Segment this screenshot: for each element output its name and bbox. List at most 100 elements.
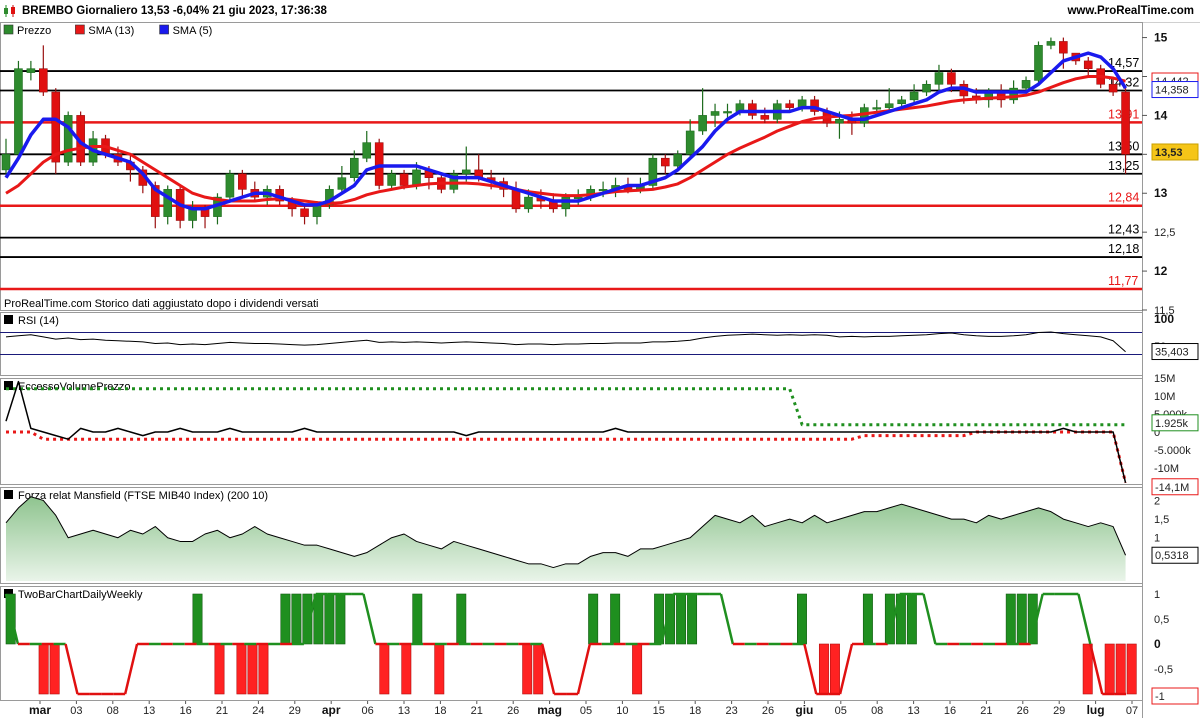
mansfield-legend: Forza relat Mansfield (FTSE MIB40 Index)… bbox=[18, 490, 268, 502]
candle-body bbox=[399, 173, 409, 186]
twobar-trend-segment bbox=[1089, 643, 1104, 695]
legend-label-1: SMA (13) bbox=[88, 25, 134, 37]
candle-body bbox=[1034, 45, 1043, 81]
twobar-bar bbox=[687, 593, 698, 645]
candle-body bbox=[561, 196, 571, 210]
twobar-trend-segment bbox=[803, 643, 818, 695]
price-tick-label: 14 bbox=[1154, 108, 1168, 122]
x-tick-label-18: 18 bbox=[434, 705, 446, 717]
rsi-legend-swatch bbox=[4, 315, 13, 324]
twobar-bar bbox=[610, 593, 621, 645]
twobar-trend-segment bbox=[922, 593, 937, 645]
mansfield-value: 0,5318 bbox=[1155, 550, 1189, 562]
twobar-bar bbox=[412, 593, 423, 645]
legend-label-0: Prezzo bbox=[17, 25, 51, 37]
twobar-trend-segment bbox=[4, 593, 20, 645]
x-tick-label-24: 24 bbox=[252, 705, 264, 717]
x-tick-label-16: 16 bbox=[179, 705, 191, 717]
twobar-value-box bbox=[1151, 687, 1199, 705]
candle-body bbox=[312, 204, 322, 217]
x-tick-label-13: 13 bbox=[143, 705, 155, 717]
candle-body bbox=[374, 142, 384, 186]
candle-body bbox=[947, 72, 956, 85]
level-label: 12,84 bbox=[1108, 191, 1139, 205]
candle-body bbox=[1046, 41, 1056, 46]
twobar-trend-segment bbox=[719, 593, 735, 645]
last-price: 13,53 bbox=[1155, 147, 1183, 159]
candle-body bbox=[63, 115, 73, 163]
volume-value-red: -14,1M bbox=[1155, 482, 1189, 494]
x-tick-label-21: 21 bbox=[980, 705, 992, 717]
twobar-trend-segment bbox=[660, 593, 675, 645]
x-tick-label-giu: giu bbox=[795, 703, 813, 717]
twobar-legend: TwoBarChartDailyWeekly bbox=[18, 589, 143, 601]
twobar-bar bbox=[1082, 643, 1093, 695]
candle-body bbox=[350, 157, 359, 178]
twobar-bar bbox=[1126, 643, 1137, 695]
price-tick-label: 15 bbox=[1154, 31, 1168, 45]
candle-body bbox=[872, 107, 882, 110]
candle-body bbox=[710, 111, 720, 116]
twobar-tick: 1 bbox=[1154, 589, 1160, 601]
twobar-bar bbox=[401, 643, 412, 695]
candle-body bbox=[723, 111, 732, 114]
candle-body bbox=[524, 196, 533, 210]
twobar-bar bbox=[258, 643, 269, 695]
twobar-bar bbox=[665, 593, 676, 645]
twobar-bar bbox=[379, 643, 390, 695]
candle-body bbox=[648, 157, 658, 186]
candle-body bbox=[698, 115, 707, 132]
candle-body bbox=[884, 103, 894, 108]
twobar-trend-segment bbox=[362, 593, 377, 645]
candle-body bbox=[337, 177, 347, 190]
x-tick-label-26: 26 bbox=[1017, 705, 1029, 717]
twobar-bar bbox=[1016, 593, 1027, 645]
price-tick-label: 11,5 bbox=[1154, 305, 1175, 317]
twobar-value: -1 bbox=[1155, 691, 1165, 703]
candle-body bbox=[511, 189, 521, 210]
x-tick-label-18: 18 bbox=[689, 705, 701, 717]
volume-legend-swatch bbox=[4, 381, 13, 390]
sma5-value: 14,358 bbox=[1155, 85, 1189, 97]
x-tick-label-mar: mar bbox=[29, 703, 51, 717]
twobar-bar bbox=[632, 643, 643, 695]
legend-label-2: SMA (5) bbox=[173, 25, 213, 37]
candle-body bbox=[39, 68, 48, 93]
mansfield-tick: 1,5 bbox=[1154, 514, 1169, 526]
mansfield-tick: 1 bbox=[1154, 533, 1160, 545]
site-link[interactable]: www.ProRealTime.com bbox=[1067, 5, 1194, 17]
x-tick-label-21: 21 bbox=[471, 705, 483, 717]
rsi-line bbox=[5, 331, 1126, 353]
rsi-value-box bbox=[1151, 343, 1199, 361]
candle-body bbox=[1121, 91, 1130, 155]
volume-line bbox=[5, 380, 1127, 483]
candle-body bbox=[387, 173, 396, 186]
twobar-trend-segment bbox=[576, 643, 592, 695]
twobar-bar bbox=[38, 643, 49, 695]
volume-tick: -5.000k bbox=[1154, 445, 1191, 457]
twobar-bar bbox=[829, 643, 840, 695]
x-tick-label-05: 05 bbox=[580, 705, 592, 717]
x-tick-label-23: 23 bbox=[725, 705, 737, 717]
rsi-tick-100: 100 bbox=[1154, 312, 1174, 326]
volume-tick: 0 bbox=[1154, 427, 1160, 439]
x-tick-label-05: 05 bbox=[835, 705, 847, 717]
candle-body bbox=[1108, 83, 1118, 93]
x-tick-label-06: 06 bbox=[361, 705, 373, 717]
x-tick-label-apr: apr bbox=[322, 703, 341, 717]
volume-tick: 15M bbox=[1154, 373, 1175, 385]
twobar-bar bbox=[236, 643, 247, 695]
twobar-bar bbox=[434, 643, 445, 695]
candle-body bbox=[660, 157, 670, 167]
x-tick-label-13: 13 bbox=[907, 705, 919, 717]
twobar-bar bbox=[335, 593, 346, 645]
volume-red-dotted bbox=[6, 430, 1128, 484]
adjusted-history-note: ProRealTime.com Storico dati aggiustato … bbox=[4, 298, 318, 310]
rsi-legend: RSI (14) bbox=[18, 315, 59, 327]
twobar-bar bbox=[533, 643, 544, 695]
level-label: 14,57 bbox=[1108, 56, 1139, 70]
twobar-trend-segment bbox=[1077, 593, 1092, 645]
volume-value-green-box bbox=[1151, 414, 1199, 432]
candle-body bbox=[225, 173, 235, 198]
